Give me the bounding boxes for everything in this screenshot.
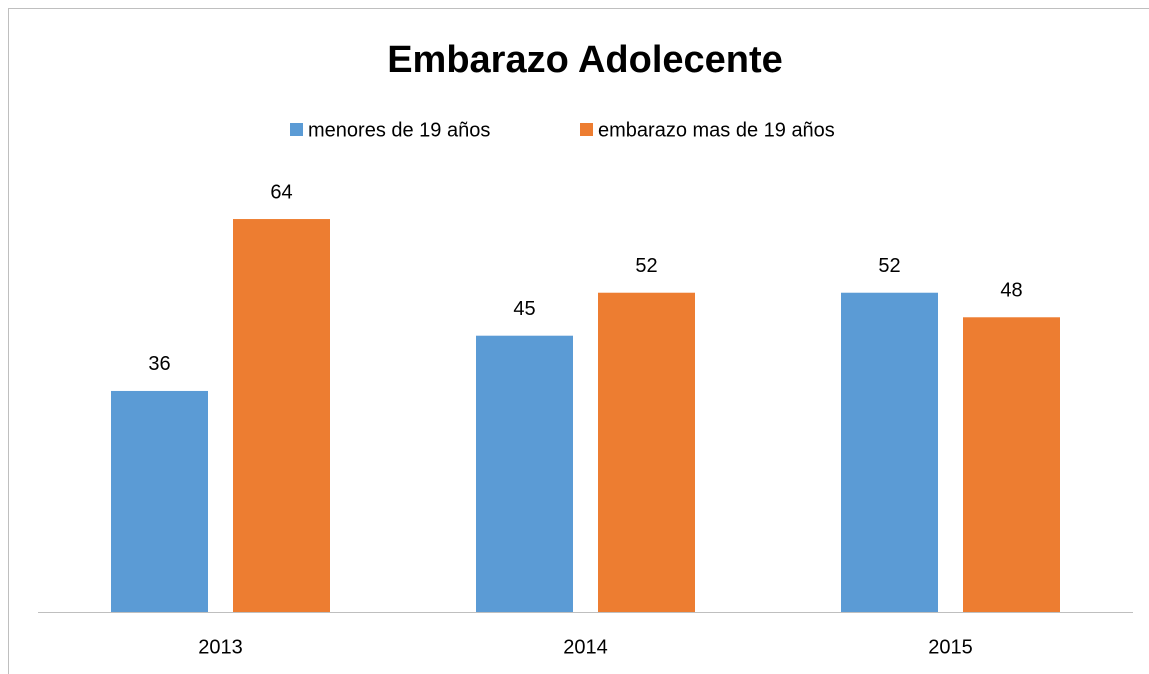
bar <box>476 335 573 612</box>
chart-title: Embarazo Adolecente <box>387 39 783 81</box>
bar <box>963 317 1060 612</box>
x-tick-label: 2013 <box>198 636 243 658</box>
x-tick-label: 2015 <box>928 636 973 658</box>
data-label: 48 <box>1000 280 1022 302</box>
bar <box>598 292 695 612</box>
legend-label: embarazo mas de 19 años <box>598 119 835 141</box>
legend-swatch <box>580 123 593 136</box>
data-label: 52 <box>878 255 900 277</box>
data-label: 36 <box>148 353 170 375</box>
legend-swatch <box>290 123 303 136</box>
data-label: 45 <box>513 298 535 320</box>
data-label: 52 <box>635 255 657 277</box>
bar <box>111 390 208 612</box>
legend-label: menores de 19 años <box>308 119 490 141</box>
bar <box>841 292 938 612</box>
bar <box>233 219 330 613</box>
x-tick-label: 2014 <box>563 636 608 658</box>
data-label: 64 <box>270 181 292 203</box>
